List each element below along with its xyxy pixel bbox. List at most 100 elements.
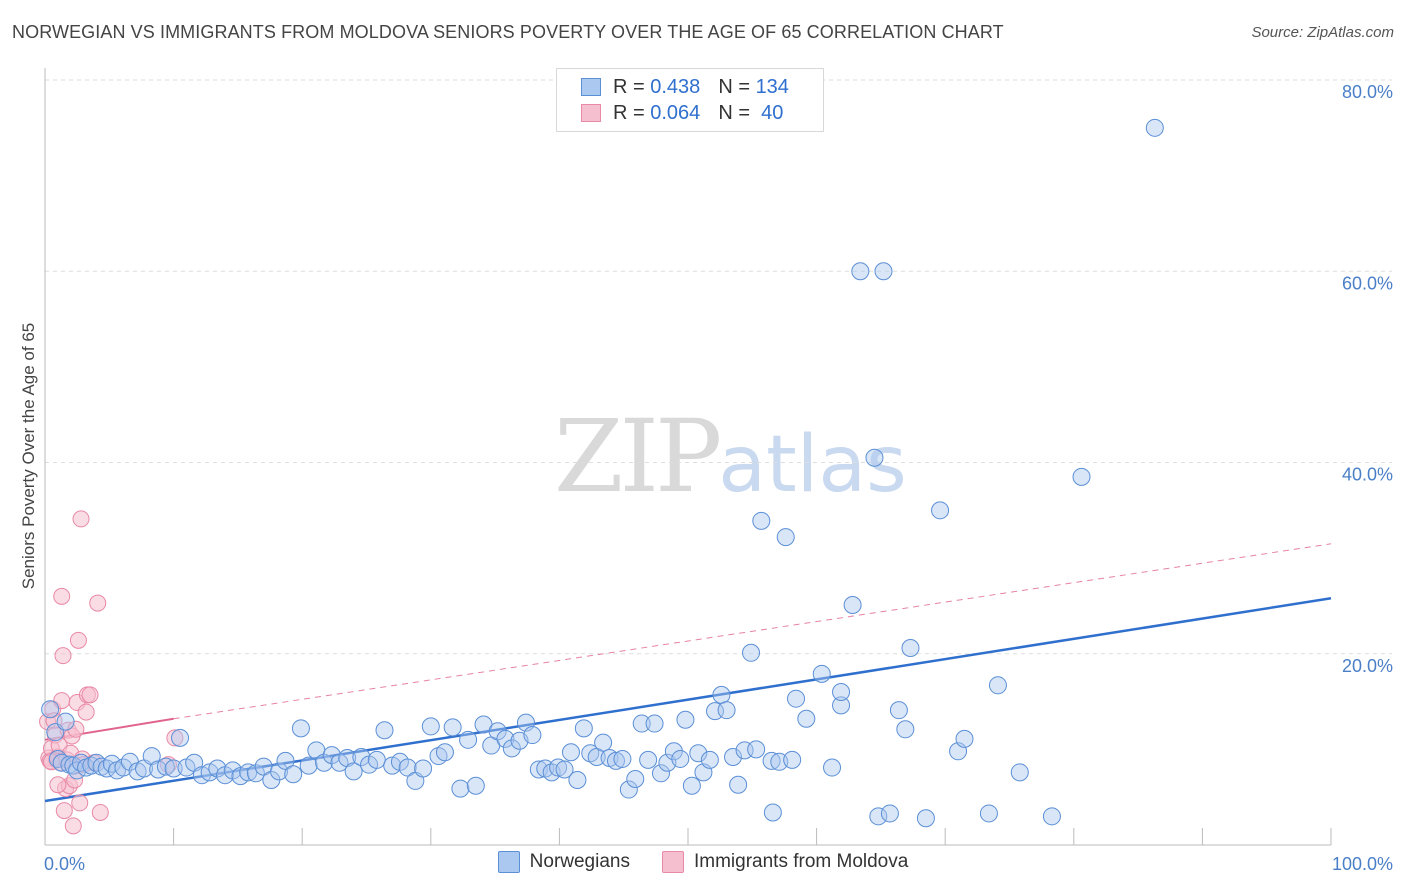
norwegian-point xyxy=(671,749,690,768)
axes xyxy=(44,68,1332,846)
norwegian-point xyxy=(901,639,920,658)
source-label: Source: ZipAtlas.com xyxy=(1251,24,1394,41)
norwegian-point xyxy=(164,759,183,778)
norwegian-point xyxy=(555,760,574,779)
norwegian-point xyxy=(270,762,289,781)
norwegian-point xyxy=(568,770,587,789)
norwegian-point xyxy=(717,701,736,720)
norwegian-point xyxy=(398,758,417,777)
norwegian-point xyxy=(742,643,761,662)
norwegian-point xyxy=(712,685,731,704)
norwegian-point xyxy=(291,719,310,738)
moldova-point xyxy=(55,802,73,820)
norwegian-point xyxy=(700,750,719,769)
norwegian-point xyxy=(865,448,884,467)
norwegian-point xyxy=(988,676,1007,695)
norwegian-point xyxy=(823,758,842,777)
bottom-legend-moldova: Immigrants from Moldova xyxy=(661,851,909,873)
norwegian-point xyxy=(435,743,454,762)
norwegian-point xyxy=(724,748,743,767)
norwegian-trend-line xyxy=(44,597,1332,803)
moldova-point xyxy=(69,631,87,649)
norwegian-point xyxy=(246,764,265,783)
watermark-atlas: atlas xyxy=(718,420,907,510)
moldova-point xyxy=(64,817,82,835)
moldova-point xyxy=(67,720,85,738)
y-tick-label: 60.0% xyxy=(1342,273,1393,293)
legend-row-moldova: R = 0.064 N = 40 xyxy=(581,101,783,125)
norwegian-point xyxy=(896,720,915,739)
norwegian-point xyxy=(797,709,816,728)
norwegian-point xyxy=(747,740,766,759)
norwegian-point xyxy=(889,701,908,720)
norwegian-point xyxy=(421,717,440,736)
norwegian-point xyxy=(613,749,632,768)
moldova-point xyxy=(89,594,107,612)
legend-row-norwegians: R = 0.438 N = 134 xyxy=(581,75,789,99)
norwegian-point xyxy=(1042,807,1061,826)
legend-n-value: 40 xyxy=(761,101,784,124)
norwegian-point xyxy=(367,750,386,769)
norwegian-point xyxy=(843,595,862,614)
norwegian-point xyxy=(56,712,75,731)
norwegian-point xyxy=(880,804,899,823)
norwegian-point xyxy=(682,776,701,795)
norwegian-point xyxy=(523,726,542,745)
bottom-legend-label-norwegians: Norwegians xyxy=(529,851,630,872)
chart-title: NORWEGIAN VS IMMIGRANTS FROM MOLDOVA SEN… xyxy=(12,22,1004,42)
norwegian-point xyxy=(729,775,748,794)
norwegian-point xyxy=(979,804,998,823)
legend-r-label: R = xyxy=(613,101,645,124)
moldova-points xyxy=(39,510,184,835)
moldova-point xyxy=(72,510,90,528)
moldova-point xyxy=(91,803,109,821)
norwegian-point xyxy=(664,742,683,761)
legend-r-value: 0.064 xyxy=(650,101,701,124)
norwegian-point xyxy=(619,780,638,799)
norwegian-point xyxy=(639,750,658,769)
norwegian-point xyxy=(443,718,462,737)
norwegian-point xyxy=(315,753,334,772)
norwegian-point xyxy=(488,722,507,741)
norwegian-point xyxy=(851,262,870,281)
norwegian-point xyxy=(645,714,664,733)
legend-swatch-blue xyxy=(581,78,601,96)
norwegian-point xyxy=(284,765,303,784)
moldova-point xyxy=(81,686,99,704)
norwegian-point xyxy=(787,689,806,708)
norwegian-point xyxy=(344,762,363,781)
norwegian-point xyxy=(41,700,60,719)
watermark-zip: ZIP xyxy=(554,398,722,515)
norwegian-point xyxy=(676,710,695,729)
norwegian-point xyxy=(632,714,651,733)
norwegian-point xyxy=(763,803,782,822)
norwegian-point xyxy=(72,753,91,772)
bottom-legend-label-moldova: Immigrants from Moldova xyxy=(693,851,909,872)
norwegian-point xyxy=(869,807,888,826)
norwegian-point xyxy=(776,528,795,547)
norwegian-point xyxy=(752,511,771,530)
y-axis-label: Seniors Poverty Over the Age of 65 xyxy=(19,323,38,589)
legend-box: R = 0.438 N = 134 R = 0.064 N = 40 xyxy=(556,68,824,132)
norwegian-point xyxy=(812,664,831,683)
norwegian-point xyxy=(496,729,515,748)
norwegian-point xyxy=(322,746,341,765)
norwegian-point xyxy=(955,729,974,748)
watermark: ZIPatlas xyxy=(554,398,907,515)
moldova-point xyxy=(77,703,95,721)
legend-r-value: 0.438 xyxy=(650,75,701,98)
norwegian-point xyxy=(626,770,645,789)
legend-n-label: N = xyxy=(718,101,750,124)
norwegian-point xyxy=(352,748,371,767)
moldova-point xyxy=(54,647,72,665)
norwegian-point xyxy=(606,751,625,770)
tick-labels: 20.0% 40.0% 60.0% 80.0% 0.0% 100.0% xyxy=(44,82,1393,874)
bottom-legend: Norwegians Immigrants from Moldova xyxy=(0,851,1406,873)
norwegian-point xyxy=(549,758,568,777)
norwegian-point xyxy=(832,683,851,701)
bottom-legend-swatch-blue xyxy=(497,851,520,873)
norwegian-point xyxy=(414,759,433,778)
norwegian-point xyxy=(466,776,485,795)
norwegian-point xyxy=(561,743,580,762)
norwegian-point xyxy=(502,739,521,758)
